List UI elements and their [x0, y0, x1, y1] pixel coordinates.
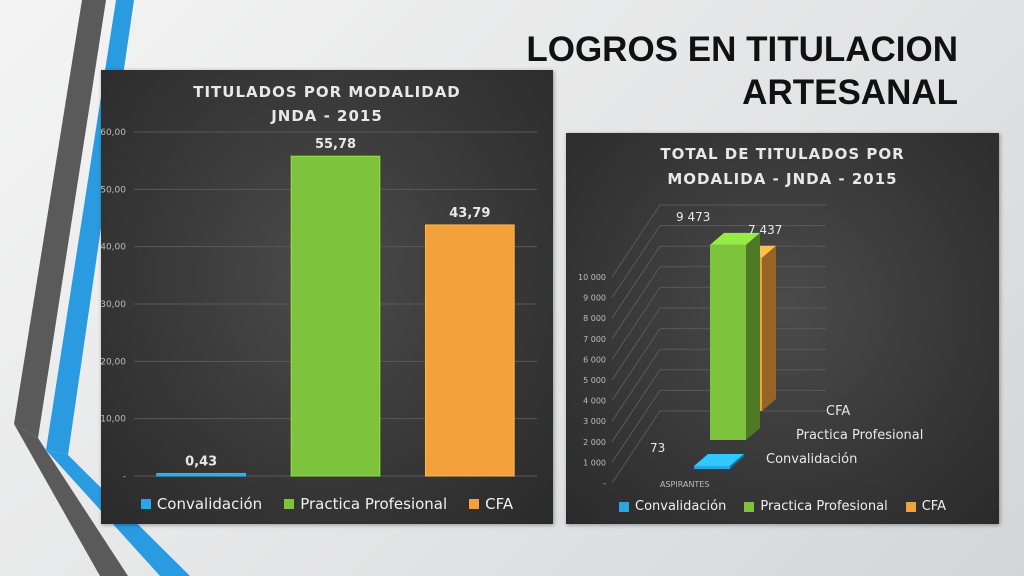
y-tick-label: 4 000 — [583, 397, 606, 406]
side-wall-gridline — [611, 390, 661, 463]
stripe-gray-outer — [14, 0, 106, 438]
depth-axis-label: Convalidación — [766, 452, 857, 467]
slide-title-line2: ARTESANAL — [742, 73, 958, 112]
bar3d-0 — [694, 454, 744, 469]
y-tick-label: 9 000 — [583, 294, 606, 303]
chart-right-legend: Convalidación Practica Profesional CFA — [566, 499, 999, 514]
y-tick-label: 8 000 — [583, 314, 606, 323]
side-wall-gridline — [611, 348, 661, 422]
legend-item-practica: Practica Profesional — [284, 495, 447, 513]
data-label-1: 55,78 — [315, 137, 356, 152]
legend-label-practica: Practica Profesional — [300, 495, 448, 513]
bar3d-top-0 — [694, 454, 744, 466]
chart-left-title-line2: JNDA - 2015 — [271, 107, 383, 125]
y-tick-label: 3 000 — [583, 417, 606, 426]
side-wall-gridline — [611, 307, 661, 381]
y-tick-label: 40,00 — [101, 243, 126, 253]
y-tick-label: 1 000 — [583, 458, 606, 467]
y-tick-label: 2 000 — [583, 438, 606, 447]
stripe-gray-lower — [14, 424, 128, 576]
side-wall-gridline — [611, 287, 661, 360]
legend-item-convalidacion: Convalidación — [619, 499, 726, 514]
side-wall-gridline — [611, 266, 661, 340]
chart-left-title: TITULADOS POR MODALIDAD JNDA - 2015 — [101, 80, 553, 128]
side-wall-gridline — [611, 410, 661, 484]
slide-title: LOGROS EN TITULACION ARTESANAL — [438, 28, 958, 114]
bar-2 — [425, 224, 515, 477]
slide-title-line1: LOGROS EN TITULACION — [526, 30, 958, 69]
legend-swatch-practica — [284, 499, 295, 509]
bar3d-front-1 — [710, 244, 746, 440]
y-tick-label: 30,00 — [101, 300, 126, 310]
y-tick-label: 5 000 — [583, 376, 606, 385]
depth-axis-label: Practica Profesional — [796, 428, 923, 443]
side-wall-gridline — [611, 225, 661, 298]
y-tick-label: 60,00 — [101, 128, 126, 138]
chart-right-title: TOTAL DE TITULADOS POR MODALIDA - JNDA -… — [566, 142, 999, 192]
legend-label-convalidacion: Convalidación — [156, 495, 263, 513]
legend-swatch-cfa — [905, 501, 916, 512]
side-wall-gridline — [611, 328, 661, 401]
bar3d-top-1 — [710, 232, 760, 245]
bar3d-side-2 — [762, 245, 776, 411]
depth-axis-label: CFA — [826, 404, 850, 419]
bar-chart-right-plot: - 1 000 2 000 3 000 4 000 5 000 6 000 7 000 8 00… — [578, 204, 923, 489]
y-tick-label: 10 000 — [578, 273, 606, 282]
side-wall-gridline — [611, 204, 661, 278]
y-tick-label: 10,00 — [101, 415, 126, 425]
legend-swatch-convalidacion — [619, 501, 629, 512]
bar-chart-titulados-modalidad: - 10,00 20,00 30,00 40,00 50,00 60,00 0,43 55,78… — [101, 70, 553, 524]
bar3d-side-0 — [730, 454, 744, 469]
legend-item-cfa: CFA — [905, 499, 946, 514]
data-label-1: 9 473 — [676, 210, 710, 224]
bar-chart-total-titulados: - 1 000 2 000 3 000 4 000 5 000 6 000 7 000 8 00… — [566, 133, 999, 524]
data-label-2: 7 437 — [748, 223, 782, 237]
y-tick-label: 7 000 — [583, 335, 606, 344]
legend-item-cfa: CFA — [469, 495, 513, 513]
chart-left-legend: Convalidación Practica Profesional CFA — [101, 495, 553, 513]
legend-swatch-cfa — [469, 499, 480, 509]
legend-label-cfa: CFA — [921, 499, 946, 514]
bar3d-front-0 — [694, 466, 730, 469]
side-wall-gridline — [611, 245, 661, 319]
legend-label-practica: Practica Profesional — [760, 499, 888, 514]
legend-label-convalidacion: Convalidación — [635, 499, 727, 514]
side-wall-gridline — [611, 369, 661, 443]
legend-swatch-convalidacion — [140, 499, 151, 509]
y-tick-label: 50,00 — [101, 185, 126, 195]
chart-left-title-line1: TITULADOS POR MODALIDAD — [193, 83, 461, 101]
y-tick-label: 20,00 — [101, 357, 126, 367]
bar-chart-left-plot: - 10,00 20,00 30,00 40,00 50,00 60,00 0,43 55,78… — [101, 128, 537, 482]
bar3d-1 — [710, 232, 760, 440]
data-label-2: 43,79 — [449, 206, 490, 221]
x-category-label: ASPIRANTES — [660, 480, 709, 489]
legend-swatch-practica — [744, 501, 755, 512]
bar3d-side-1 — [746, 232, 760, 440]
y-tick-label: 6 000 — [583, 355, 606, 364]
y-tick-label: - — [603, 479, 606, 488]
bar-1 — [290, 155, 381, 477]
legend-item-convalidacion: Convalidación — [140, 495, 263, 513]
chart-right-title-line2: MODALIDA - JNDA - 2015 — [667, 170, 898, 188]
bar-0 — [156, 473, 246, 477]
legend-label-cfa: CFA — [485, 495, 514, 513]
chart-right-title-line1: TOTAL DE TITULADOS POR — [660, 145, 905, 163]
data-label-0: 73 — [650, 441, 665, 455]
legend-item-practica: Practica Profesional — [744, 499, 888, 514]
y-tick-label: - — [123, 472, 126, 482]
data-label-0: 0,43 — [185, 455, 217, 470]
